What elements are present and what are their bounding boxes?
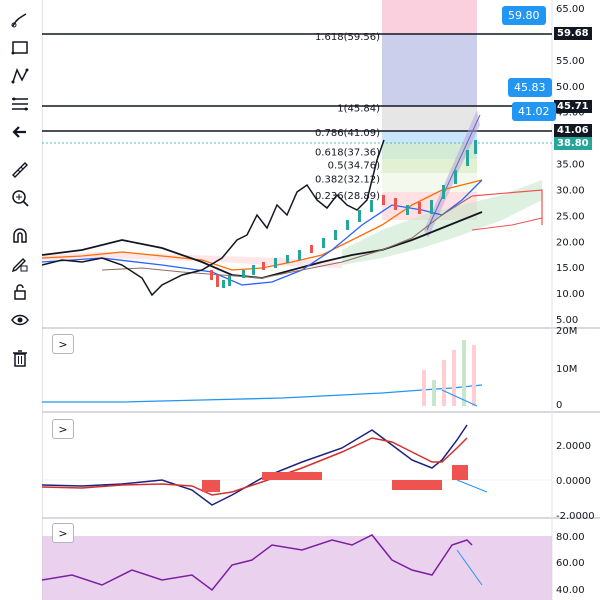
lagging-span[interactable] bbox=[42, 139, 385, 297]
price-callout[interactable]: 45.83 bbox=[508, 78, 552, 97]
price-tick-label: 50.00 bbox=[556, 82, 585, 93]
chart-area[interactable]: 65.00 60.00 55.00 50.00 45.00 40.00 35.00 30.00… bbox=[42, 0, 600, 600]
ma-blue-line[interactable] bbox=[42, 179, 483, 286]
rsi-tick-label: 60.00 bbox=[556, 558, 585, 569]
price-marker: 41.06 bbox=[554, 124, 592, 137]
brush-icon[interactable] bbox=[4, 6, 36, 34]
collapse-rsi-button[interactable]: > bbox=[52, 523, 74, 543]
macd-tick-label: 2.0000 bbox=[556, 441, 591, 452]
price-tick-label: 45.00 bbox=[556, 108, 585, 119]
fib-level-label: 1(45.84) bbox=[337, 103, 380, 114]
volume-axis[interactable]: 20M 10M 0 bbox=[556, 326, 577, 411]
price-tick-label: 35.00 bbox=[556, 160, 585, 171]
price-tick-label: 30.00 bbox=[556, 185, 585, 196]
price-tick-label: 25.00 bbox=[556, 211, 585, 222]
volume-ma[interactable] bbox=[42, 384, 483, 403]
rsi-line[interactable] bbox=[42, 534, 473, 592]
fib-level-label: 0.5(34.76) bbox=[328, 161, 380, 172]
macd-tick-label: 0.0000 bbox=[556, 476, 591, 487]
chart-canvas[interactable]: 65.00 60.00 55.00 50.00 45.00 40.00 35.00 30.00… bbox=[42, 0, 600, 600]
pattern-icon[interactable] bbox=[4, 62, 36, 90]
unlock-icon[interactable] bbox=[4, 278, 36, 306]
drawing-toolbar bbox=[0, 0, 43, 600]
volume-bars[interactable] bbox=[422, 340, 476, 406]
macd-histogram[interactable] bbox=[202, 465, 468, 492]
rsi-band bbox=[42, 536, 552, 600]
zoom-in-icon[interactable] bbox=[4, 184, 36, 212]
price-tick-label: 5.00 bbox=[556, 315, 578, 326]
ichimoku-cloud bbox=[342, 180, 542, 265]
candlestick-series[interactable] bbox=[210, 140, 477, 288]
fib-level-labels: 1.618(59.56) 1(45.84) 0.786(41.09) 0.618(37… bbox=[315, 32, 380, 202]
price-axis[interactable]: 65.0060.0055.0050.0045.0040.0035.0030.00… bbox=[556, 4, 585, 326]
macd-signal-line[interactable] bbox=[42, 437, 468, 496]
eye-icon[interactable] bbox=[4, 306, 36, 334]
price-callout[interactable]: 41.02 bbox=[512, 102, 556, 121]
collapse-macd-button[interactable]: > bbox=[52, 419, 74, 439]
volume-tick-label: 10M bbox=[556, 364, 577, 375]
fib-zone-top bbox=[382, 0, 477, 34]
trash-icon[interactable] bbox=[4, 344, 36, 372]
ruler-icon[interactable] bbox=[4, 156, 36, 184]
price-tick-label: 15.00 bbox=[556, 263, 585, 274]
macd-line[interactable] bbox=[42, 424, 468, 506]
price-marker: 38.80 bbox=[554, 137, 592, 150]
rsi-tick-label: 80.00 bbox=[556, 532, 585, 543]
fib-level-label: 0.382(32.12) bbox=[315, 174, 380, 185]
ma-black-line[interactable] bbox=[42, 211, 483, 279]
price-callout[interactable]: 59.80 bbox=[502, 6, 546, 25]
price-marker: 45.71 bbox=[554, 100, 592, 113]
fib-zone-gray bbox=[382, 106, 477, 131]
rectangle-icon[interactable] bbox=[4, 34, 36, 62]
magnet-icon[interactable] bbox=[4, 222, 36, 250]
fib-zone-mid bbox=[382, 34, 477, 106]
price-marker: 59.68 bbox=[554, 27, 592, 40]
macd-tick-label: -2.0000 bbox=[556, 511, 595, 522]
collapse-volume-button[interactable]: > bbox=[52, 334, 74, 354]
fib-level-label: 0.786(41.09) bbox=[315, 128, 380, 139]
price-tick-label: 10.00 bbox=[556, 289, 585, 300]
volume-tick-label: 20M bbox=[556, 326, 577, 337]
price-tick-label: 65.00 bbox=[556, 4, 585, 15]
fib-retracement-icon[interactable] bbox=[4, 90, 36, 118]
ma-orange-line[interactable] bbox=[42, 179, 483, 271]
price-tick-label: 55.00 bbox=[556, 56, 585, 67]
rsi-axis[interactable]: 80.00 60.00 40.00 bbox=[556, 532, 585, 596]
fib-level-label: 1.618(59.56) bbox=[315, 32, 380, 43]
macd-axis[interactable]: 2.0000 0.0000 -2.0000 bbox=[556, 441, 595, 522]
price-tick-label: 20.00 bbox=[556, 237, 585, 248]
arrow-left-icon[interactable] bbox=[4, 118, 36, 146]
volume-tick-label: 0 bbox=[556, 400, 562, 411]
fib-level-label: 0.618(37.36) bbox=[315, 147, 380, 158]
fib-level-label: 0.236(28.89) bbox=[315, 191, 380, 202]
rsi-tick-label: 40.00 bbox=[556, 585, 585, 596]
lock-pencil-icon[interactable] bbox=[4, 250, 36, 278]
